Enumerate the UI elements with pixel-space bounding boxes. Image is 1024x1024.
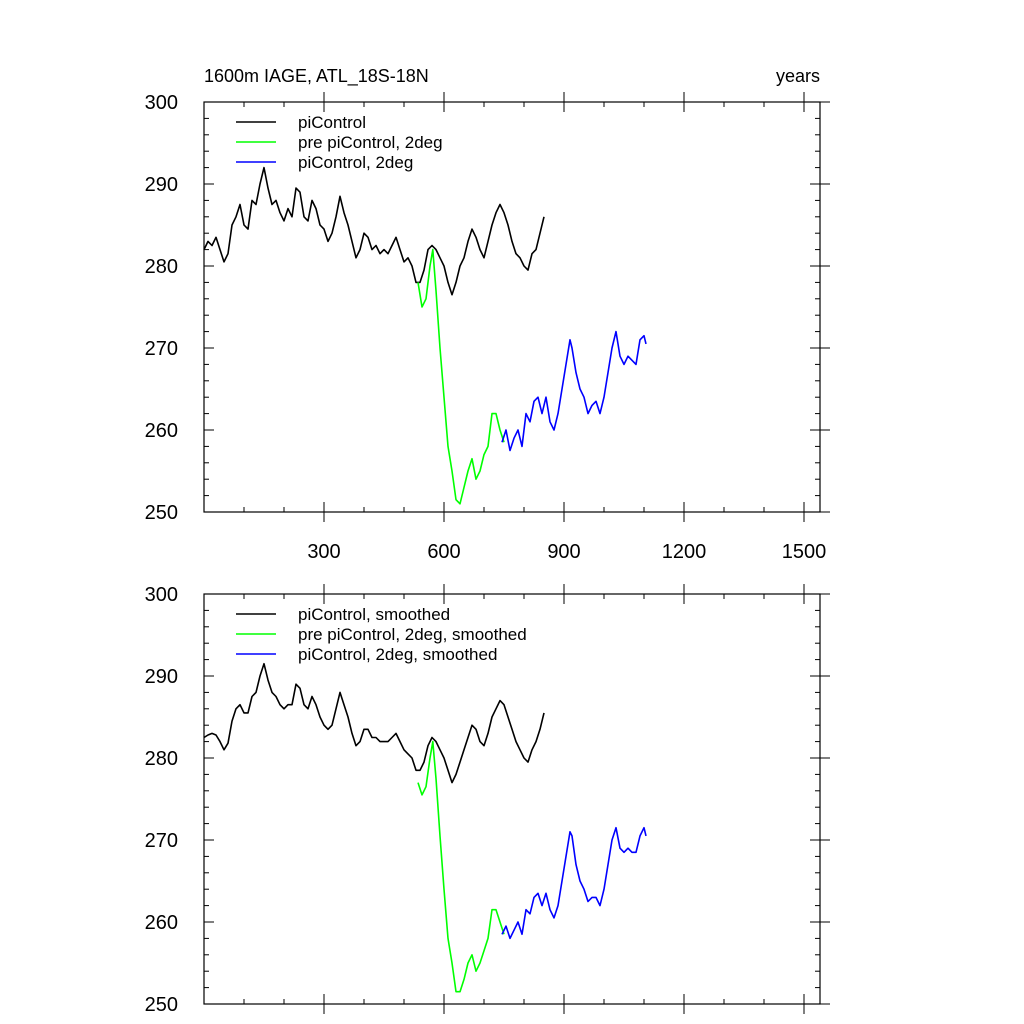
plot-frame [203, 593, 821, 1005]
x-tick-label: 1200 [662, 541, 707, 563]
series-line-picontrol [203, 166, 545, 296]
y-tick-label: 280 [145, 256, 178, 278]
y-tick-label: 280 [145, 748, 178, 770]
chart-panel-top: 300 600 900 1200 1500 250 260 270 280 290 300 piCon… [145, 92, 830, 563]
series-line-picontrol-2deg-smoothed [501, 826, 647, 940]
y-tick-label: 300 [145, 584, 178, 606]
legend-label: piControl, 2deg [298, 153, 413, 172]
x-tick-label: 1500 [782, 541, 827, 563]
chart-panel-bottom: 250 260 270 280 290 300 piControl, smoothedpre… [145, 584, 830, 1016]
chart-right-title: years [776, 66, 820, 86]
legend-label: piControl, smoothed [298, 605, 450, 624]
y-tick-label: 270 [145, 830, 178, 852]
series-line-pre-picontrol-2deg [417, 248, 505, 505]
y-tick-label: 290 [145, 666, 178, 688]
y-tick-label: 260 [145, 420, 178, 442]
x-tick-label: 600 [427, 541, 460, 563]
legend-label: piControl, 2deg, smoothed [298, 645, 497, 664]
x-tick-label: 900 [547, 541, 580, 563]
y-tick-label: 250 [145, 502, 178, 524]
y-tick-label: 250 [145, 994, 178, 1016]
x-tick-label: 300 [307, 541, 340, 563]
y-tick-label: 260 [145, 912, 178, 934]
legend-label: pre piControl, 2deg [298, 133, 443, 152]
legend-label: piControl [298, 113, 366, 132]
chart-title: 1600m IAGE, ATL_18S-18N [204, 66, 429, 87]
series-line-picontrol-2deg [501, 330, 647, 452]
y-tick-label: 270 [145, 338, 178, 360]
y-tick-label: 290 [145, 174, 178, 196]
series-line-picontrol-smoothed [203, 662, 545, 784]
series-line-pre-picontrol-2deg-smoothed [417, 740, 505, 993]
y-tick-label: 300 [145, 92, 178, 114]
legend-label: pre piControl, 2deg, smoothed [298, 625, 527, 644]
plot-frame [203, 101, 821, 513]
